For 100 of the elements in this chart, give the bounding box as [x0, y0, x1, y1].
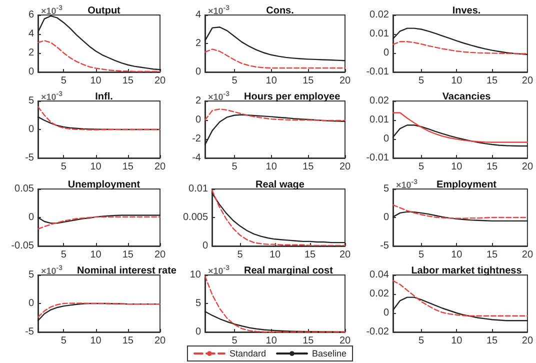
- x-tick-label: 10: [451, 250, 463, 260]
- x-tick-label: 20: [339, 250, 351, 260]
- y-tick-label: -0.01: [366, 152, 390, 164]
- y-tick-label: 0.02: [370, 10, 390, 20]
- x-tick-label: 15: [486, 162, 498, 172]
- x-tick-label: 20: [522, 250, 534, 260]
- chart-title: Real wage: [256, 180, 305, 190]
- line-series: [392, 28, 528, 56]
- line-series: [392, 296, 528, 322]
- line-series: [37, 106, 161, 130]
- line-series: [204, 114, 346, 146]
- line-series: [204, 108, 346, 122]
- y-tick-label: 0.02: [370, 96, 390, 106]
- legend-label: Baseline: [312, 348, 347, 358]
- y-tick-label: -0.02: [366, 326, 390, 338]
- x-tick-label: 10: [451, 76, 463, 86]
- x-tick-label: 20: [522, 336, 534, 346]
- x-tick-label: 20: [522, 76, 534, 86]
- line-series: [392, 41, 528, 54]
- y-tick-label: 2: [195, 96, 202, 106]
- x-tick-label: 10: [266, 162, 278, 172]
- y-tick-label: 0.005: [182, 212, 208, 223]
- y-tick-label: 2: [195, 38, 202, 49]
- y-tick-label: 0: [195, 326, 202, 338]
- y-tick-label: 0: [28, 298, 34, 309]
- chart-title: Inves.: [452, 6, 481, 16]
- y-tick-label: 5: [28, 96, 34, 106]
- x-tick-label: 10: [90, 162, 102, 172]
- x-tick-label: 5: [237, 250, 244, 260]
- x-tick-label: 20: [339, 76, 351, 86]
- y-tick-label: 5: [195, 298, 202, 309]
- y-tick-label: 0: [195, 66, 202, 78]
- chart-title: Hours per employee: [244, 92, 341, 102]
- x-tick-label: 15: [122, 162, 134, 172]
- y-tick-label: 4: [28, 28, 34, 40]
- y-tick-label: 0: [383, 308, 390, 318]
- line-series: [392, 204, 528, 219]
- x-tick-label: 5: [60, 76, 67, 86]
- x-tick-label: 10: [451, 336, 463, 346]
- x-tick-label: 15: [122, 336, 134, 346]
- line-series: [37, 302, 161, 318]
- y-tick-label: -5: [25, 152, 34, 164]
- y-tick-label: 0: [28, 66, 34, 78]
- chart-title: Infl.: [95, 92, 114, 102]
- x-tick-label: 5: [60, 336, 67, 346]
- x-tick-label: 5: [60, 162, 67, 172]
- x-tick-label: 20: [154, 336, 166, 346]
- y-tick-label: 2: [28, 48, 34, 58]
- y-tick-label: -2: [192, 134, 202, 144]
- x-tick-label: 20: [154, 250, 166, 260]
- y-tick-label: 0: [195, 114, 202, 126]
- line-series: [392, 280, 528, 316]
- line-series: [204, 26, 346, 62]
- line-series: [392, 211, 528, 222]
- chart-title: Vacancies: [442, 92, 492, 102]
- x-tick-label: 10: [90, 336, 102, 346]
- x-tick-label: 10: [269, 250, 282, 260]
- y-tick-label: 0: [383, 212, 390, 223]
- x-tick-label: 10: [90, 76, 102, 86]
- x-tick-label: 10: [451, 162, 463, 172]
- x-tick-label: 5: [418, 250, 425, 260]
- y-tick-label: 0: [28, 124, 34, 135]
- x-tick-label: 5: [418, 336, 425, 346]
- y-tick-label: 0.05: [14, 184, 34, 194]
- x-tick-label: 5: [418, 162, 425, 172]
- y-tick-label: -5: [25, 326, 34, 338]
- x-tick-label: 15: [486, 250, 498, 260]
- y-tick-label: 10: [190, 270, 202, 280]
- chart-title: Cons.: [266, 6, 294, 16]
- y-tick-label: 0.04: [370, 270, 390, 280]
- y-tick-label: 0: [383, 134, 390, 144]
- y-tick-label: 6: [28, 10, 34, 20]
- x-tick-label: 15: [302, 76, 314, 86]
- x-tick-label: 5: [60, 250, 67, 260]
- y-tick-label: 0.01: [370, 114, 390, 126]
- x-tick-label: 20: [339, 162, 351, 172]
- x-tick-label: 5: [418, 76, 425, 86]
- chart-title: Unemployment: [68, 180, 141, 190]
- x-tick-label: 5: [232, 162, 238, 172]
- x-tick-label: 10: [266, 76, 278, 86]
- line-series: [392, 112, 528, 143]
- y-tick-label: 0.02: [370, 288, 390, 300]
- line-series: [37, 15, 161, 70]
- x-tick-label: 10: [266, 336, 278, 346]
- line-series: [204, 276, 346, 333]
- y-tick-label: 0: [28, 212, 34, 223]
- x-tick-label: 20: [154, 162, 166, 172]
- x-tick-label: 20: [154, 76, 166, 86]
- y-tick-label: -0.01: [366, 66, 390, 78]
- x-tick-label: 15: [302, 336, 314, 346]
- y-tick-label: -4: [192, 152, 202, 164]
- y-tick-label: 0.01: [188, 184, 208, 194]
- y-tick-label: -0.05: [11, 240, 34, 252]
- x-tick-label: 5: [232, 76, 238, 86]
- y-tick-label: 0: [383, 48, 390, 58]
- legend-label: Standard: [229, 348, 266, 358]
- y-tick-label: -5: [380, 240, 390, 252]
- y-tick-label: 0: [202, 240, 208, 252]
- line-series: [37, 216, 161, 230]
- x-tick-label: 20: [522, 162, 534, 172]
